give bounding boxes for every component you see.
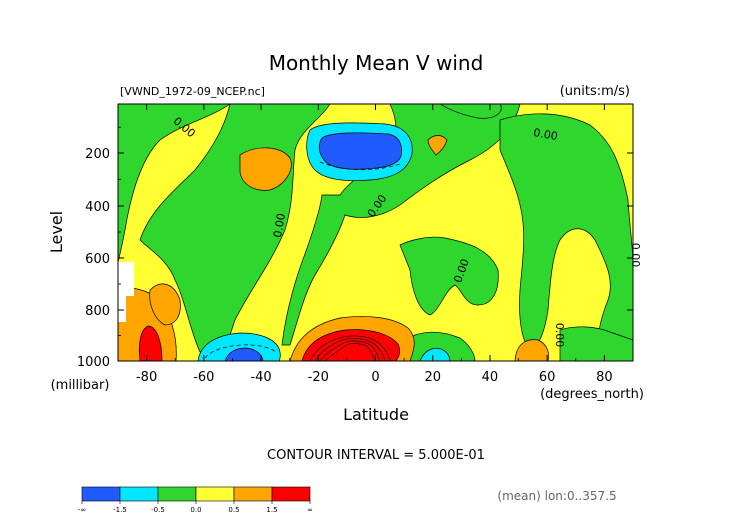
field-red-surface [301, 329, 401, 362]
x-tick-label: 40 [482, 370, 499, 385]
legend-swatch [157, 486, 197, 502]
field-blue-surface [224, 347, 264, 362]
field-green-5 [399, 236, 499, 316]
contour-interval-text: CONTOUR INTERVAL = 5.000E-01 [267, 448, 485, 463]
field-cyan-surface-right [419, 347, 451, 362]
y-tick-label: 200 [85, 147, 110, 162]
field-blue-upper [318, 132, 402, 170]
field-green-4 [499, 113, 634, 362]
field-orange-upper-left [239, 147, 292, 191]
x-axis-units: (degrees_north) [540, 387, 644, 402]
legend-label: ∞ [307, 506, 313, 514]
y-tick-label: 600 [85, 252, 110, 267]
mean-text: (mean) lon:0..357.5 [497, 489, 616, 503]
y-axis-units: (millibar) [51, 378, 110, 393]
x-tick-label: -80 [136, 370, 157, 385]
color-legend: -∞ -1.5 -0.5 0.0 0.5 1.5 ∞ [78, 486, 313, 514]
legend-swatch [233, 486, 273, 502]
dash-surface [204, 344, 277, 359]
y-axis-label: Level [47, 211, 66, 253]
y-axis: 200 400 600 800 1000 [77, 126, 633, 370]
legend-label: -∞ [78, 506, 86, 514]
legend-swatch [81, 486, 121, 502]
contour-red-3 [324, 343, 376, 362]
x-tick-label: -60 [193, 370, 214, 385]
units-label: (units:m/s) [560, 84, 630, 99]
x-axis-label: Latitude [343, 405, 409, 424]
contour-fields [117, 103, 634, 362]
x-tick-label: -40 [250, 370, 271, 385]
field-orange-far-left-upper [149, 283, 181, 326]
x-tick-label: 20 [424, 370, 441, 385]
contour-label: 0.00 [271, 212, 288, 238]
contour-lines [204, 161, 401, 362]
file-label: [VWND_1972-09_NCEP.nc] [120, 85, 265, 98]
y-tick-label: 400 [85, 200, 110, 215]
field-orange-upper-right [427, 135, 448, 156]
legend-swatch [271, 486, 311, 502]
chart-title: Monthly Mean V wind [269, 51, 484, 75]
plot-area: 0.000.000.000.000.000.000.00 [117, 103, 642, 362]
contour-label: 0.00 [532, 126, 558, 143]
field-red-far-left [138, 325, 163, 362]
contour-red-1 [314, 338, 386, 362]
legend-label: -1.5 [113, 506, 127, 514]
missing-data-block [118, 262, 134, 322]
contour-label: 0.00 [553, 323, 566, 348]
field-green-3 [438, 103, 502, 119]
contour-red-2 [319, 340, 381, 362]
y-tick-label: 1000 [77, 355, 110, 370]
dash-upper [319, 161, 401, 171]
field-green-0 [117, 103, 232, 263]
x-tick-label: 80 [596, 370, 613, 385]
x-tick-label: 60 [539, 370, 556, 385]
field-orange-surface-right [514, 339, 550, 362]
contour-red-0 [309, 335, 391, 362]
x-tick-label: -20 [308, 370, 329, 385]
x-tick-label: 0 [371, 370, 379, 385]
legend-swatch [195, 486, 235, 502]
contour-label: 0.00 [629, 243, 642, 268]
legend-label: -0.5 [151, 506, 165, 514]
legend-swatch [119, 486, 159, 502]
y-tick-label: 800 [85, 304, 110, 319]
legend-label: 1.5 [266, 506, 277, 514]
x-axis: -80 -60 -40 -20 0 20 40 60 80 [117, 104, 634, 385]
legend-label: 0.0 [190, 506, 201, 514]
legend-label: 0.5 [228, 506, 239, 514]
